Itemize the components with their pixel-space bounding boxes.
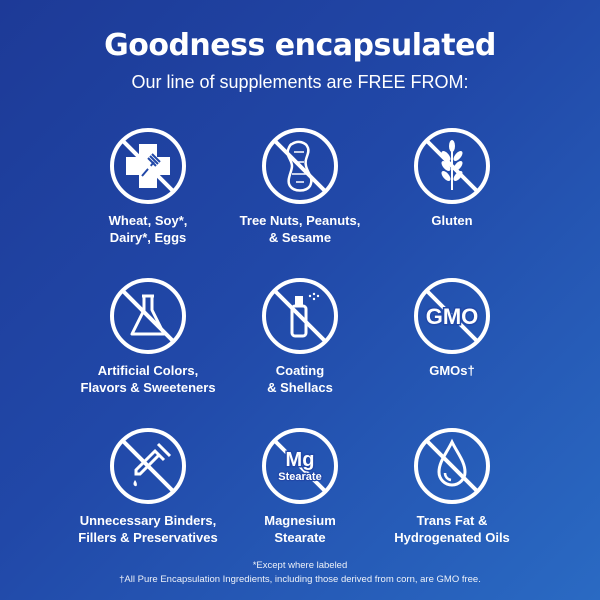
peanut-icon [262, 128, 338, 204]
gmo-icon: GMO [414, 278, 490, 354]
footnote-except: *Except where labeled [252, 560, 348, 571]
item-label-line1: Trans Fat & [416, 513, 488, 528]
item-label-line1: Tree Nuts, Peanuts, [239, 213, 361, 228]
page-title: Goodness encapsulated [104, 28, 496, 63]
wheat-grain-icon [414, 128, 490, 204]
item-gluten: Gluten [367, 126, 537, 229]
footnote-gmo: †All Pure Encapsulation Ingredients, inc… [119, 574, 481, 585]
item-label-line2: Flavors & Sweeteners [80, 380, 216, 395]
mg-stearate-icon: Mg Stearate [262, 428, 338, 504]
item-trans-fat: Trans Fat & Hydrogenated Oils [367, 426, 537, 546]
item-label-line2: Stearate [274, 530, 326, 545]
oil-drop-icon [414, 428, 490, 504]
page-subtitle: Our line of supplements are FREE FROM: [131, 72, 469, 92]
item-label-line1: GMOs† [429, 363, 475, 378]
item-nuts-peanuts-sesame: Tree Nuts, Peanuts, & Sesame [215, 126, 385, 246]
stearate-icon-text: Stearate [278, 471, 321, 483]
mg-icon-text: Mg [286, 449, 315, 471]
item-label-line2: & Sesame [268, 230, 332, 245]
flask-icon [110, 278, 186, 354]
item-coating-shellacs: Coating & Shellacs [215, 276, 385, 396]
dropper-icon [110, 428, 186, 504]
item-artificial-colors: Artificial Colors, Flavors & Sweeteners [63, 276, 233, 396]
item-label-line1: Wheat, Soy*, [108, 213, 188, 228]
item-label-line1: Coating [275, 363, 325, 378]
item-binders-fillers: Unnecessary Binders, Fillers & Preservati… [63, 426, 233, 546]
item-gmos: GMO GMOs† [367, 276, 537, 379]
item-wheat-soy-dairy-eggs: Wheat, Soy*, Dairy*, Eggs [63, 126, 233, 246]
item-label-line1: Magnesium [264, 513, 336, 528]
item-label-line1: Gluten [431, 213, 473, 228]
item-label-line2: Fillers & Preservatives [78, 530, 218, 545]
item-label-line1: Unnecessary Binders, [79, 513, 217, 528]
item-label-line2: & Shellacs [267, 380, 333, 395]
item-magnesium-stearate: Mg Stearate Magnesium Stearate [215, 426, 385, 546]
wheat-soy-dairy-eggs-icon [110, 128, 186, 204]
item-label-line2: Hydrogenated Oils [394, 530, 510, 545]
gmo-icon-text: GMO [426, 304, 479, 329]
item-label-line1: Artificial Colors, [97, 363, 199, 378]
spray-bottle-icon [262, 278, 338, 354]
item-label-line2: Dairy*, Eggs [109, 230, 187, 245]
